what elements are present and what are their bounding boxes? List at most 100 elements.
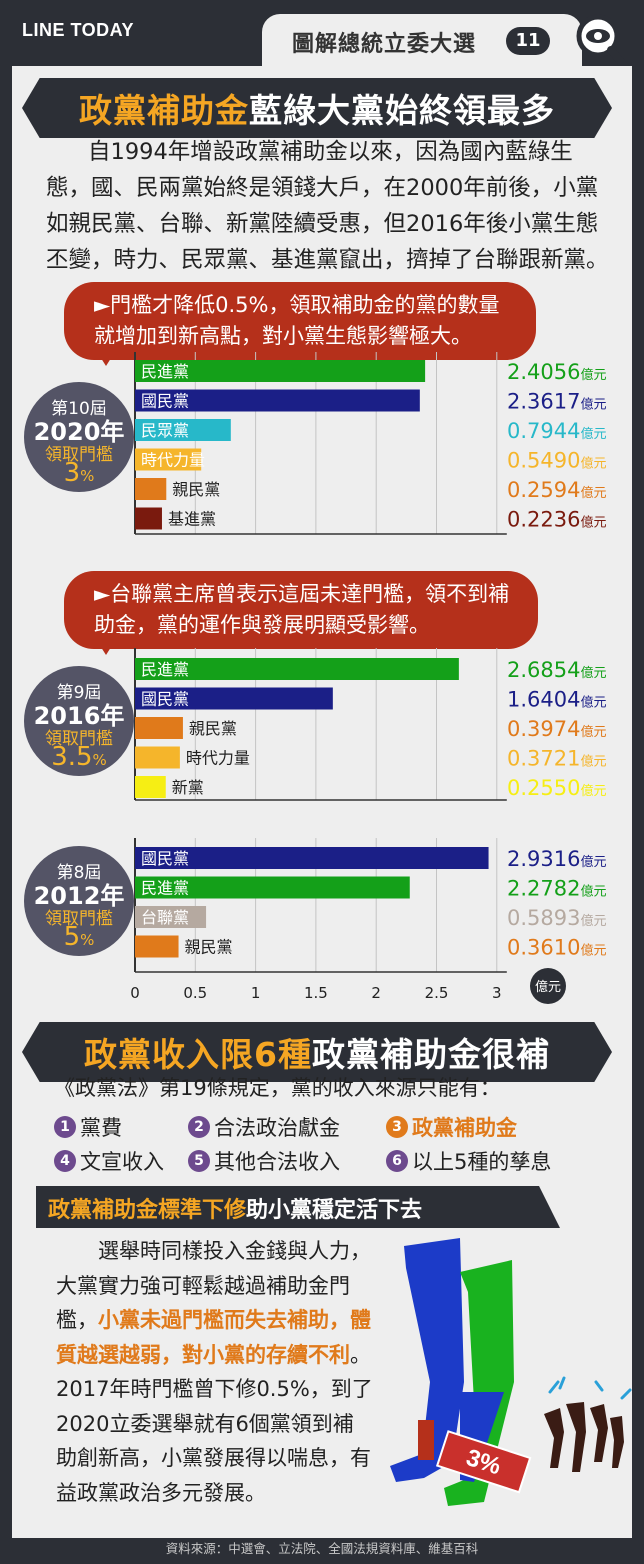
term-year: 2012年 [33, 882, 125, 910]
bar-party-label: 國民黨 [141, 849, 189, 868]
bar-party-label: 基進黨 [168, 510, 216, 529]
bar [135, 935, 179, 958]
term-label: 第10屆 [51, 399, 107, 419]
bar-value-label: 2.6854億元 [507, 658, 607, 682]
number-badge: 4 [54, 1150, 76, 1172]
bar-value-label: 0.5490億元 [507, 449, 607, 473]
bar-value-unit: 億元 [580, 485, 606, 501]
hurdle-bar-3-percent: 3% [435, 1430, 532, 1494]
bar [135, 507, 162, 530]
term-badge-2012: 第8屆 2012年 領取門檻 5% [24, 846, 134, 956]
bar-party-label: 國民黨 [141, 690, 189, 709]
closing-paragraph: 選舉時同樣投入金錢與人力，大黨實力強可輕鬆越過補助金門檻，小黨未過門檻而失去補助… [56, 1239, 373, 1505]
term-badge-2020: 第10屆 2020年 領取門檻 3% [24, 382, 134, 492]
source-note: 資料來源：中選會、立法院、全國法規資料庫、維基百科 [165, 1541, 479, 1556]
bar-value-unit: 億元 [580, 367, 606, 383]
bar-value-label: 0.2236億元 [507, 508, 607, 532]
bar [135, 419, 231, 441]
unit-badge [530, 968, 566, 1004]
threshold-value: 3% [63, 458, 95, 488]
series-number-badge: 11 [506, 27, 550, 55]
x-tick-label: 0 [130, 984, 140, 1002]
bar-party-label: 民進黨 [141, 879, 189, 898]
bar [135, 717, 183, 739]
income-sources-intro: 《政黨法》第19條規定，黨的收入來源只能有： [54, 1076, 501, 1100]
bar-value-label: 2.2782億元 [507, 877, 607, 901]
x-unit-label: 億元 [535, 979, 561, 995]
note-bubble-tail-2016 [92, 633, 120, 655]
x-tick-label: 0.5 [183, 984, 207, 1002]
bar-party-label: 民進黨 [141, 362, 189, 381]
section2-title: 政黨收入限6種政黨補助金很補 [84, 1035, 550, 1074]
income-source-item: 4 文宣收入 [54, 1146, 164, 1176]
subtitle-banner: 政黨補助金標準下修助小黨穩定活下去 [36, 1186, 560, 1228]
x-tick-label: 1 [251, 984, 261, 1002]
subtitle-text: 政黨補助金標準下修助小黨穩定活下去 [48, 1198, 423, 1223]
bar-party-label: 民眾黨 [141, 421, 189, 440]
term-year: 2016年 [33, 702, 125, 730]
magnifier-eye-icon [576, 14, 630, 72]
bar [135, 360, 426, 382]
bar [135, 448, 202, 471]
income-source-item: 1 黨費 [54, 1112, 122, 1142]
bar-party-label: 台聯黨 [141, 908, 189, 927]
bar [135, 687, 333, 710]
chart-bars [135, 360, 489, 958]
number-badge: 1 [54, 1116, 76, 1138]
term-label: 第8屆 [56, 863, 102, 883]
bar-value-label: 0.2550億元 [507, 776, 607, 800]
threshold-label: 領取門檻 [45, 445, 113, 465]
header-bar: LINE TODAY 圖解總統立委大選 11 [0, 0, 644, 72]
note-bubble-2020: ►門檻才降低0.5%，領取補助金的黨的數量就增加到新高點，對小黨生態影響極大。 [64, 282, 536, 360]
bar-party-label: 民進黨 [141, 660, 189, 679]
bar-value-unit: 億元 [580, 754, 606, 770]
bar-value-unit: 億元 [580, 515, 606, 531]
series-tab: 圖解總統立委大選 11 [262, 14, 582, 66]
income-source-item-highlight: 3 政黨補助金 [386, 1112, 517, 1142]
section1-title-banner: 政黨補助金藍綠大黨始終領最多 [22, 78, 612, 138]
bar-value-label: 0.7944億元 [507, 419, 607, 443]
bar [135, 776, 166, 798]
bar [135, 847, 489, 869]
x-tick-label: 2.5 [425, 984, 449, 1002]
bar-value-label: 2.3617億元 [507, 390, 607, 414]
bar-value-unit: 億元 [580, 854, 606, 870]
bar-party-label: 親民黨 [189, 719, 237, 738]
number-badge: 5 [188, 1150, 210, 1172]
threshold-label: 領取門檻 [45, 729, 113, 749]
bar-party-label: 國民黨 [141, 392, 189, 411]
bar-value-unit: 億元 [580, 695, 606, 711]
bar-value-label: 2.9316億元 [507, 847, 607, 871]
bar-party-label: 親民黨 [185, 938, 233, 957]
bar-party-label: 親民黨 [172, 480, 220, 499]
bar [135, 658, 459, 680]
bar-value-unit: 億元 [580, 397, 606, 413]
bar-value-label: 0.5893億元 [507, 906, 607, 930]
threshold-value: 5% [63, 922, 95, 952]
income-source-item: 5 其他合法收入 [188, 1146, 340, 1176]
bar-value-unit: 億元 [580, 665, 606, 681]
term-label: 第9屆 [56, 683, 102, 703]
note-bubble-tail-2020 [92, 344, 120, 366]
number-badge: 6 [386, 1150, 408, 1172]
bar-value-label: 2.4056億元 [507, 360, 607, 384]
bar-party-label: 時代力量 [141, 451, 205, 470]
threshold-label: 領取門檻 [45, 909, 113, 929]
x-tick-label: 3 [492, 984, 502, 1002]
bar-value-unit: 億元 [580, 943, 606, 959]
x-tick-label: 2 [371, 984, 381, 1002]
bar [135, 876, 410, 899]
bar [135, 746, 180, 769]
brand-logo: LINE TODAY [22, 20, 135, 40]
bar-value-unit: 億元 [580, 913, 606, 929]
bar-value-label: 0.2594億元 [507, 478, 607, 502]
bar-party-label: 時代力量 [186, 749, 250, 768]
bar [135, 389, 420, 412]
series-title: 圖解總統立委大選 [292, 32, 477, 57]
section1-intro: 自1994年增設政黨補助金以來，因為國內藍綠生態，國、民兩黨始終是領錢大戶，在2… [46, 139, 609, 273]
bar-value-unit: 億元 [580, 884, 606, 900]
bar-value-unit: 億元 [580, 783, 606, 799]
note-bubble-2016: ►台聯黨主席曾表示這屆未達門檻，領不到補助金，黨的運作與發展明顯受影響。 [64, 571, 538, 649]
bar-value-label: 0.3721億元 [507, 747, 607, 771]
